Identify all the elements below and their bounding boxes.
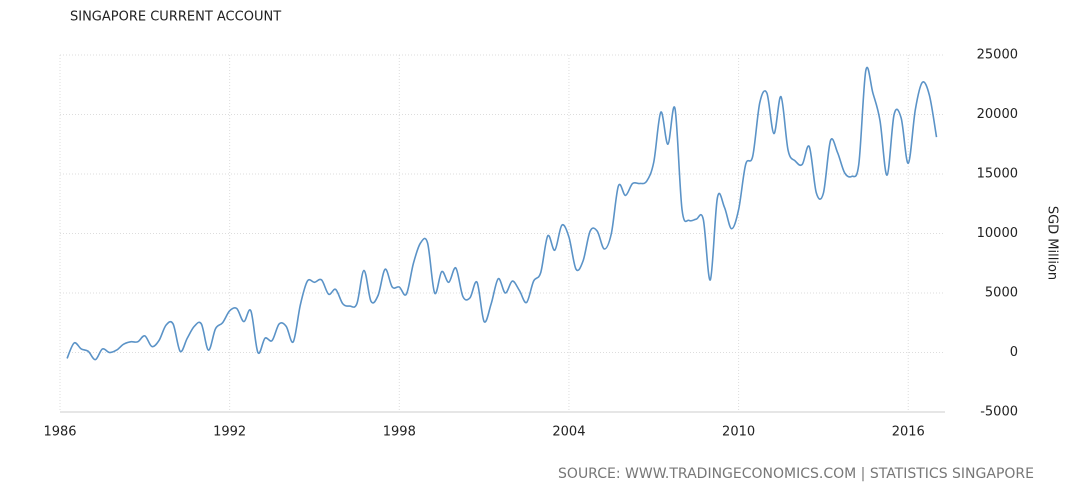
x-tick-label: 1998 xyxy=(383,425,416,440)
y-axis-label: SGD Million xyxy=(1045,206,1060,280)
y-tick-label: 10000 xyxy=(977,226,1018,241)
x-tick-label: 2016 xyxy=(892,425,925,440)
y-tick-label: 5000 xyxy=(985,286,1018,301)
line xyxy=(66,66,938,361)
x-tick-label: 1992 xyxy=(213,425,246,440)
x-tick-label: 1986 xyxy=(43,425,76,440)
y-tick-label: -5000 xyxy=(980,405,1018,420)
y-tick-label: 15000 xyxy=(977,167,1018,182)
chart-title: SINGAPORE CURRENT ACCOUNT xyxy=(70,10,281,25)
source: SOURCE: WWW.TRADINGECONOMICS.COM | STATI… xyxy=(558,466,1034,482)
x-tick-label: 2010 xyxy=(722,425,755,440)
y-tick-label: 25000 xyxy=(977,48,1018,63)
y-tick-label: 20000 xyxy=(977,107,1018,122)
x-tick-label: 2004 xyxy=(552,425,585,440)
y-tick-label: 0 xyxy=(1010,345,1018,360)
